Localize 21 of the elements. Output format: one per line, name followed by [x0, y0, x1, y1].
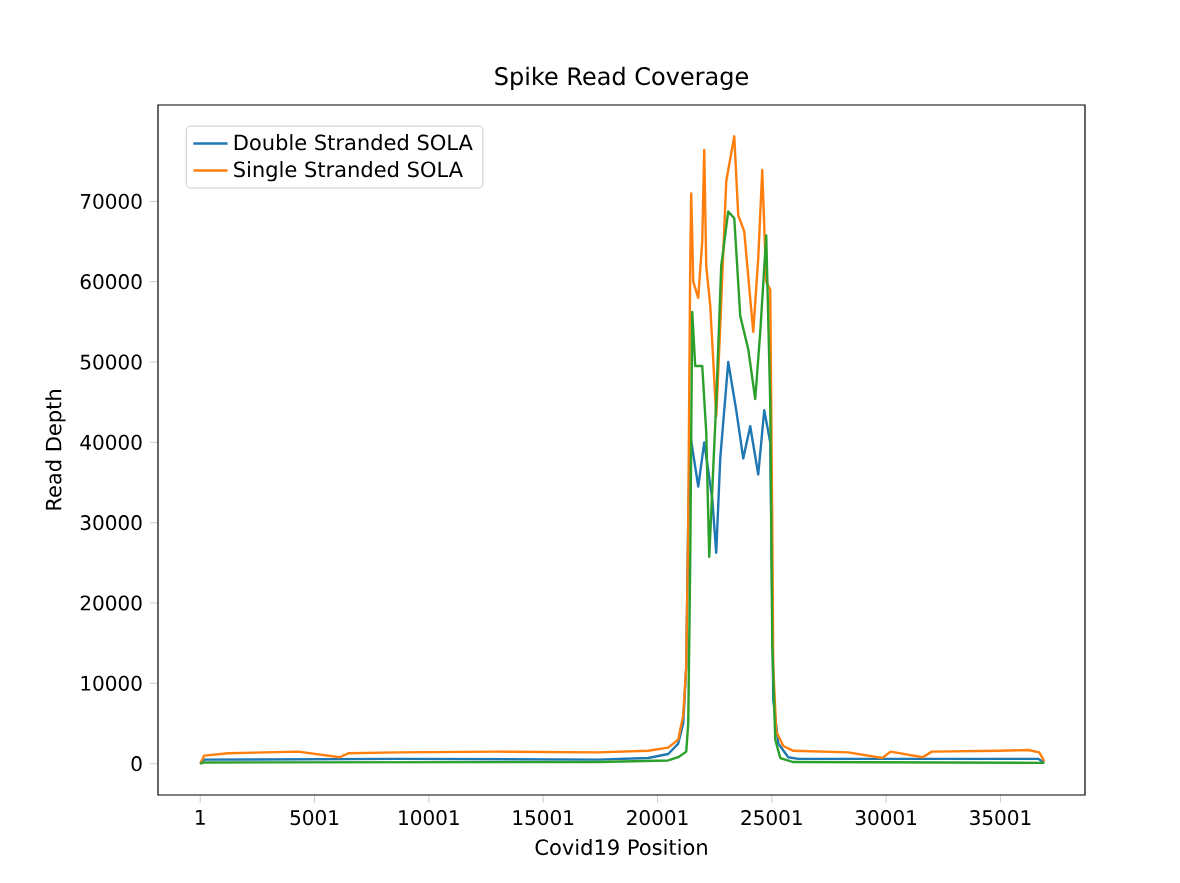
y-tick-label: 40000 — [80, 434, 142, 450]
y-axis-title: Read Depth — [45, 390, 66, 510]
y-tick-label: 70000 — [80, 193, 142, 209]
x-tick-label: 1 — [196, 810, 205, 825]
legend-label: Double Stranded SOLA — [234, 134, 473, 151]
x-tick-label: 5001 — [290, 810, 339, 826]
chart-title: Spike Read Coverage — [495, 66, 748, 90]
y-tick-label: 10000 — [81, 675, 142, 691]
y-tick-label: 60000 — [80, 274, 142, 290]
x-tick-label: 30001 — [855, 810, 917, 826]
y-tick-label: 30000 — [80, 515, 142, 531]
x-tick-label: 20001 — [627, 810, 688, 826]
y-tick-label: 20000 — [80, 595, 142, 611]
legend-label: Single Stranded SOLA — [234, 161, 463, 182]
x-tick-label: 25001 — [741, 810, 802, 826]
x-tick-label: 35001 — [970, 810, 1031, 826]
y-tick-label: 0 — [131, 756, 142, 772]
x-axis-title: Covid19 Position — [535, 838, 707, 856]
y-tick-label: 50000 — [80, 354, 142, 370]
x-tick-label: 15001 — [513, 810, 574, 826]
x-tick-label: 10001 — [399, 810, 459, 826]
